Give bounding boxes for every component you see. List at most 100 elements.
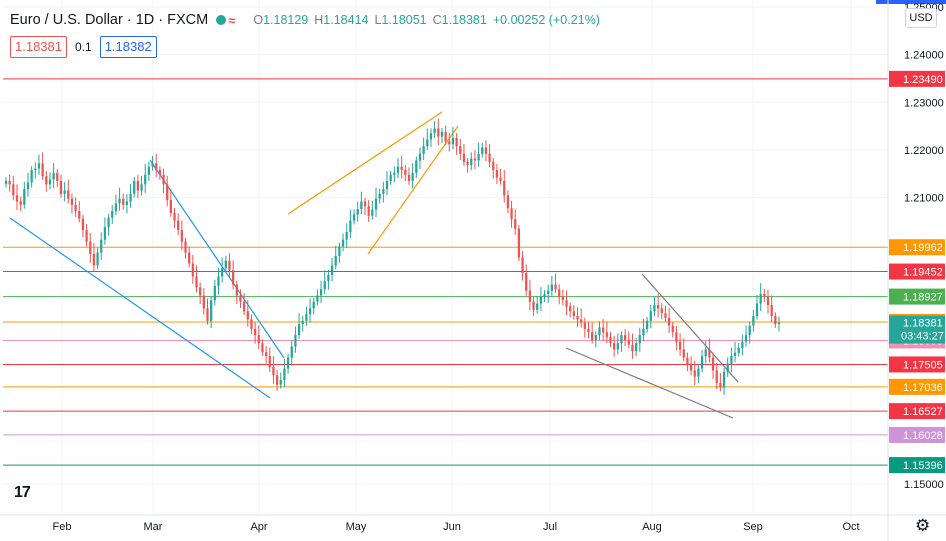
trend-line bbox=[9, 217, 271, 399]
price-tick-label: 1.21000 bbox=[904, 193, 944, 205]
trendlines bbox=[9, 111, 739, 419]
price-tick-label: 1.24000 bbox=[904, 50, 944, 62]
candle-body bbox=[466, 161, 469, 166]
candle-body bbox=[330, 265, 334, 275]
candle-body bbox=[536, 303, 539, 310]
candle-body bbox=[700, 356, 704, 369]
candle-body bbox=[37, 163, 41, 169]
tradingview-logo-icon[interactable]: 17 bbox=[14, 484, 31, 501]
symbol-title[interactable]: Euro / U.S. Dollar · 1D · FXCM bbox=[10, 12, 209, 28]
candle-body bbox=[246, 311, 249, 320]
candle-body bbox=[144, 174, 147, 185]
candle-body bbox=[173, 212, 176, 221]
candle-body bbox=[151, 163, 154, 167]
spread-value: 0.1 bbox=[75, 40, 92, 54]
candle-body bbox=[290, 346, 293, 358]
candle-body bbox=[422, 146, 425, 154]
time-tick-label: Mar bbox=[144, 521, 163, 533]
candle-body bbox=[297, 324, 301, 336]
candle-body bbox=[411, 172, 414, 181]
candle-body bbox=[733, 352, 737, 357]
candle-body bbox=[221, 268, 224, 277]
candle-body bbox=[264, 352, 268, 357]
candle-body bbox=[184, 241, 187, 253]
candle-body bbox=[308, 308, 312, 315]
candle-body bbox=[327, 274, 330, 282]
candle-body bbox=[587, 328, 590, 333]
candle-body bbox=[396, 166, 400, 173]
candle-body bbox=[122, 198, 125, 205]
sell-button[interactable]: 1.18381 bbox=[10, 36, 67, 58]
level-tag bbox=[889, 378, 945, 395]
candle-body bbox=[180, 230, 183, 242]
candle-body bbox=[638, 335, 641, 344]
level-tag-label: 1.16527 bbox=[903, 406, 943, 418]
candle-body bbox=[81, 218, 85, 231]
candle-body bbox=[565, 300, 568, 307]
candle-body bbox=[437, 128, 440, 137]
buy-button[interactable]: 1.18382 bbox=[99, 36, 157, 58]
candle-body bbox=[257, 335, 260, 344]
candle-body bbox=[371, 209, 374, 216]
candle-body bbox=[591, 332, 594, 340]
candle-body bbox=[689, 363, 693, 371]
candle-body bbox=[774, 316, 777, 325]
candle-body bbox=[558, 289, 561, 297]
candle-body bbox=[613, 343, 616, 350]
level-tag bbox=[889, 426, 945, 443]
level-tag-label: 1.19962 bbox=[903, 242, 943, 254]
candle-body bbox=[444, 131, 447, 142]
candle-body bbox=[52, 172, 55, 180]
candle-body bbox=[433, 128, 436, 134]
candle-body bbox=[316, 295, 319, 302]
candle-body bbox=[755, 303, 759, 317]
level-tag bbox=[889, 457, 945, 474]
candle-body bbox=[294, 335, 297, 347]
wave-icon[interactable]: ≈ bbox=[228, 12, 236, 28]
candle-body bbox=[649, 311, 652, 321]
level-tag-label: 1.15396 bbox=[903, 460, 943, 472]
time-tick-label: May bbox=[346, 521, 367, 533]
candle-body bbox=[232, 270, 235, 285]
candle-body bbox=[349, 220, 352, 233]
candle-body bbox=[708, 349, 711, 358]
top-accent-bar bbox=[876, 0, 946, 4]
candle-body bbox=[631, 344, 634, 352]
time-tick-label: Jun bbox=[443, 521, 461, 533]
candle-body bbox=[356, 209, 359, 215]
candle-body bbox=[279, 379, 282, 385]
horizontal-levels bbox=[3, 78, 888, 466]
candle-body bbox=[162, 174, 165, 185]
candle-body bbox=[210, 300, 213, 321]
level-tag-label: 1.17036 bbox=[903, 382, 943, 394]
gear-icon[interactable]: ⚙ bbox=[915, 516, 931, 535]
candle-body bbox=[547, 290, 550, 295]
candle-body bbox=[744, 335, 748, 342]
candle-body bbox=[470, 158, 473, 166]
currency-button[interactable]: USD bbox=[905, 8, 937, 28]
candle-body bbox=[100, 239, 103, 253]
candle-body bbox=[166, 184, 169, 201]
level-tag-label: 1.17505 bbox=[903, 359, 943, 371]
candle-body bbox=[561, 296, 564, 301]
candle-body bbox=[312, 301, 315, 309]
candle-body bbox=[737, 347, 740, 353]
level-tag bbox=[889, 403, 945, 420]
candle-body bbox=[719, 382, 722, 388]
open-value: O1.18129 bbox=[253, 13, 309, 27]
candle-body bbox=[242, 301, 246, 312]
candle-body bbox=[678, 341, 682, 350]
candle-body bbox=[140, 184, 143, 191]
candle-body bbox=[382, 189, 385, 194]
price-tick-label: 1.23000 bbox=[904, 97, 944, 109]
candle-body bbox=[741, 341, 744, 348]
countdown-label: 03:43:27 bbox=[901, 331, 944, 343]
trend-line bbox=[149, 159, 285, 359]
candle-body bbox=[15, 195, 19, 202]
candle-body bbox=[645, 320, 649, 329]
candle-body bbox=[239, 295, 242, 302]
trade-panel: 1.18381 0.1 1.18382 bbox=[10, 36, 157, 58]
candle-body bbox=[605, 332, 608, 338]
candle-body bbox=[580, 319, 583, 323]
